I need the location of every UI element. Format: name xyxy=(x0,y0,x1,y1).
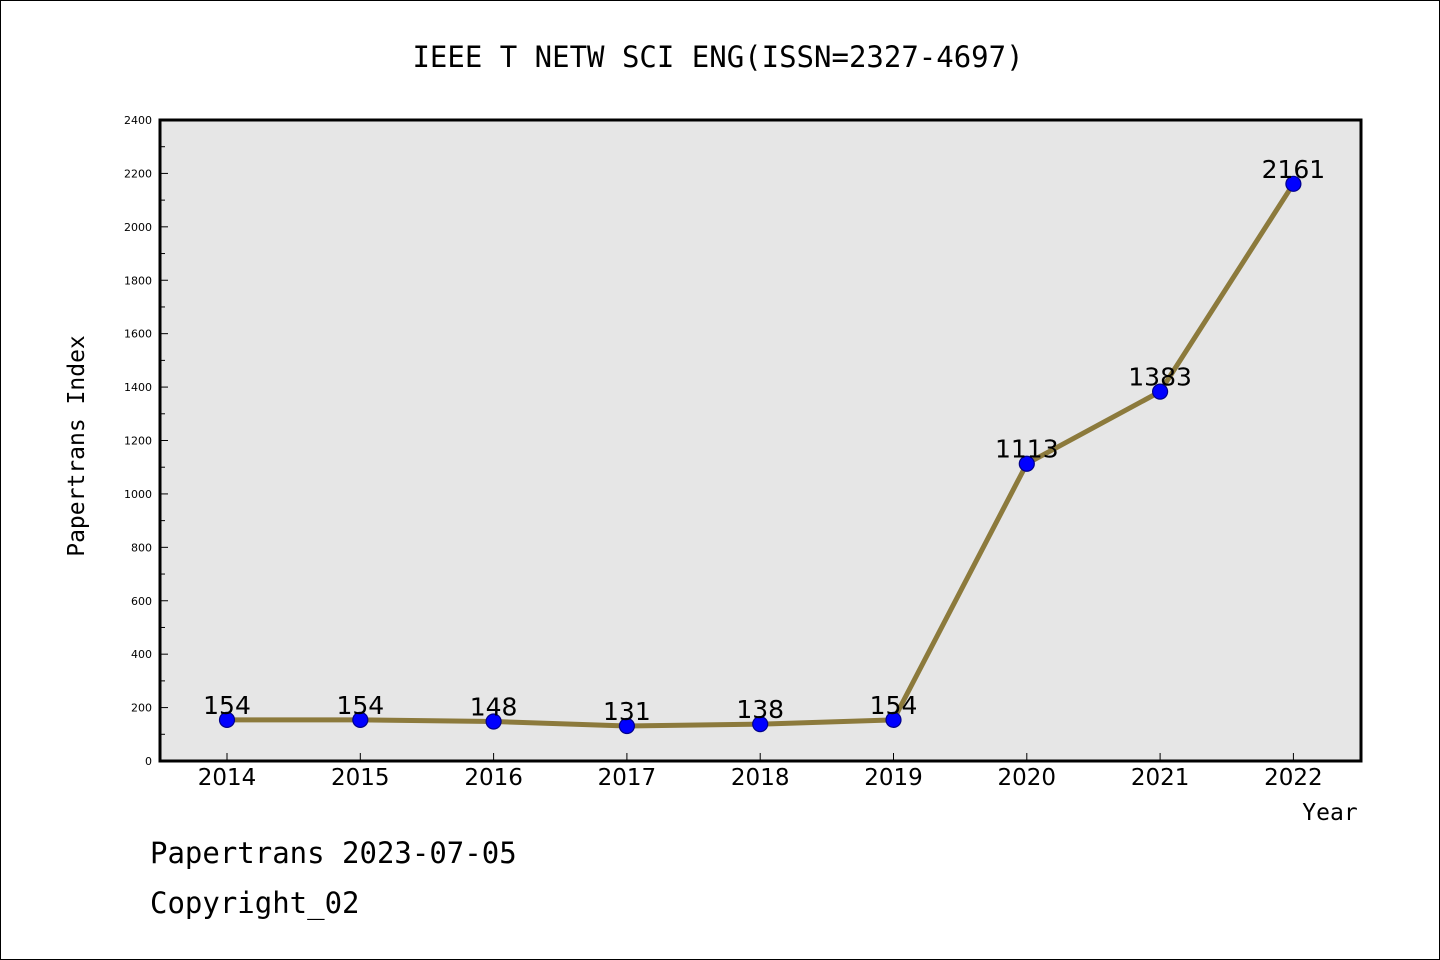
y-tick-label: 1400 xyxy=(124,381,152,394)
y-tick-label: 0 xyxy=(145,755,152,768)
x-tick-label: 2021 xyxy=(1131,765,1190,791)
data-label: 131 xyxy=(603,697,651,726)
data-label: 138 xyxy=(736,695,784,724)
y-tick-label: 1800 xyxy=(124,274,152,287)
y-axis-title: Papertrans Index xyxy=(64,335,90,557)
data-label: 154 xyxy=(203,691,251,720)
y-tick-label: 2400 xyxy=(124,114,152,127)
x-tick-label: 2022 xyxy=(1264,765,1323,791)
data-points xyxy=(218,175,1302,735)
x-tick-label: 2016 xyxy=(464,765,523,791)
y-tick-label: 1600 xyxy=(124,328,152,341)
data-point xyxy=(218,711,236,728)
y-tick-label: 1200 xyxy=(124,435,152,448)
y-tick-label: 200 xyxy=(131,702,152,715)
data-point xyxy=(352,711,369,728)
footer-copyright: Copyright_02 xyxy=(150,886,360,920)
data-point xyxy=(885,711,902,728)
y-tick-label: 2200 xyxy=(124,167,152,180)
data-label: 1383 xyxy=(1128,363,1192,392)
data-label: 154 xyxy=(870,691,918,720)
data-point xyxy=(485,713,502,730)
footer-date: Papertrans 2023-07-05 xyxy=(150,836,517,870)
y-tick-label: 400 xyxy=(131,648,152,661)
y-tick-label: 600 xyxy=(131,595,152,608)
data-label: 154 xyxy=(336,691,384,720)
data-label: 1113 xyxy=(995,435,1059,464)
data-labels: 154 154 148 131 138 154 1113 1383 2161 xyxy=(203,155,1325,726)
x-axis-title: Year xyxy=(1302,800,1357,826)
data-point xyxy=(1018,455,1035,472)
data-point xyxy=(618,717,636,735)
data-point xyxy=(1285,175,1302,192)
plot-area xyxy=(158,118,1363,763)
y-tick-label: 2000 xyxy=(124,221,152,234)
data-point xyxy=(752,716,769,733)
x-tick-label: 2020 xyxy=(998,765,1057,791)
x-tick-label: 2019 xyxy=(864,765,923,791)
x-tick-label: 2018 xyxy=(731,765,790,791)
data-label: 148 xyxy=(470,692,518,721)
data-point xyxy=(1151,383,1169,400)
y-tick-label: 800 xyxy=(131,541,152,554)
chart-title: IEEE T NETW SCI ENG(ISSN=2327-4697) xyxy=(412,40,1023,74)
data-label: 2161 xyxy=(1262,155,1326,184)
y-tick-label: 1000 xyxy=(124,488,152,501)
x-axis: 2014 2015 2016 2017 2018 2019 2020 2021 2022 xyxy=(198,753,1323,791)
y-axis: 0 200 400 600 800 1000 1200 1400 1600 1800 2000 220… xyxy=(124,114,168,768)
x-tick-label: 2015 xyxy=(331,765,390,791)
x-tick-label: 2014 xyxy=(198,765,257,791)
x-tick-label: 2017 xyxy=(598,765,657,791)
